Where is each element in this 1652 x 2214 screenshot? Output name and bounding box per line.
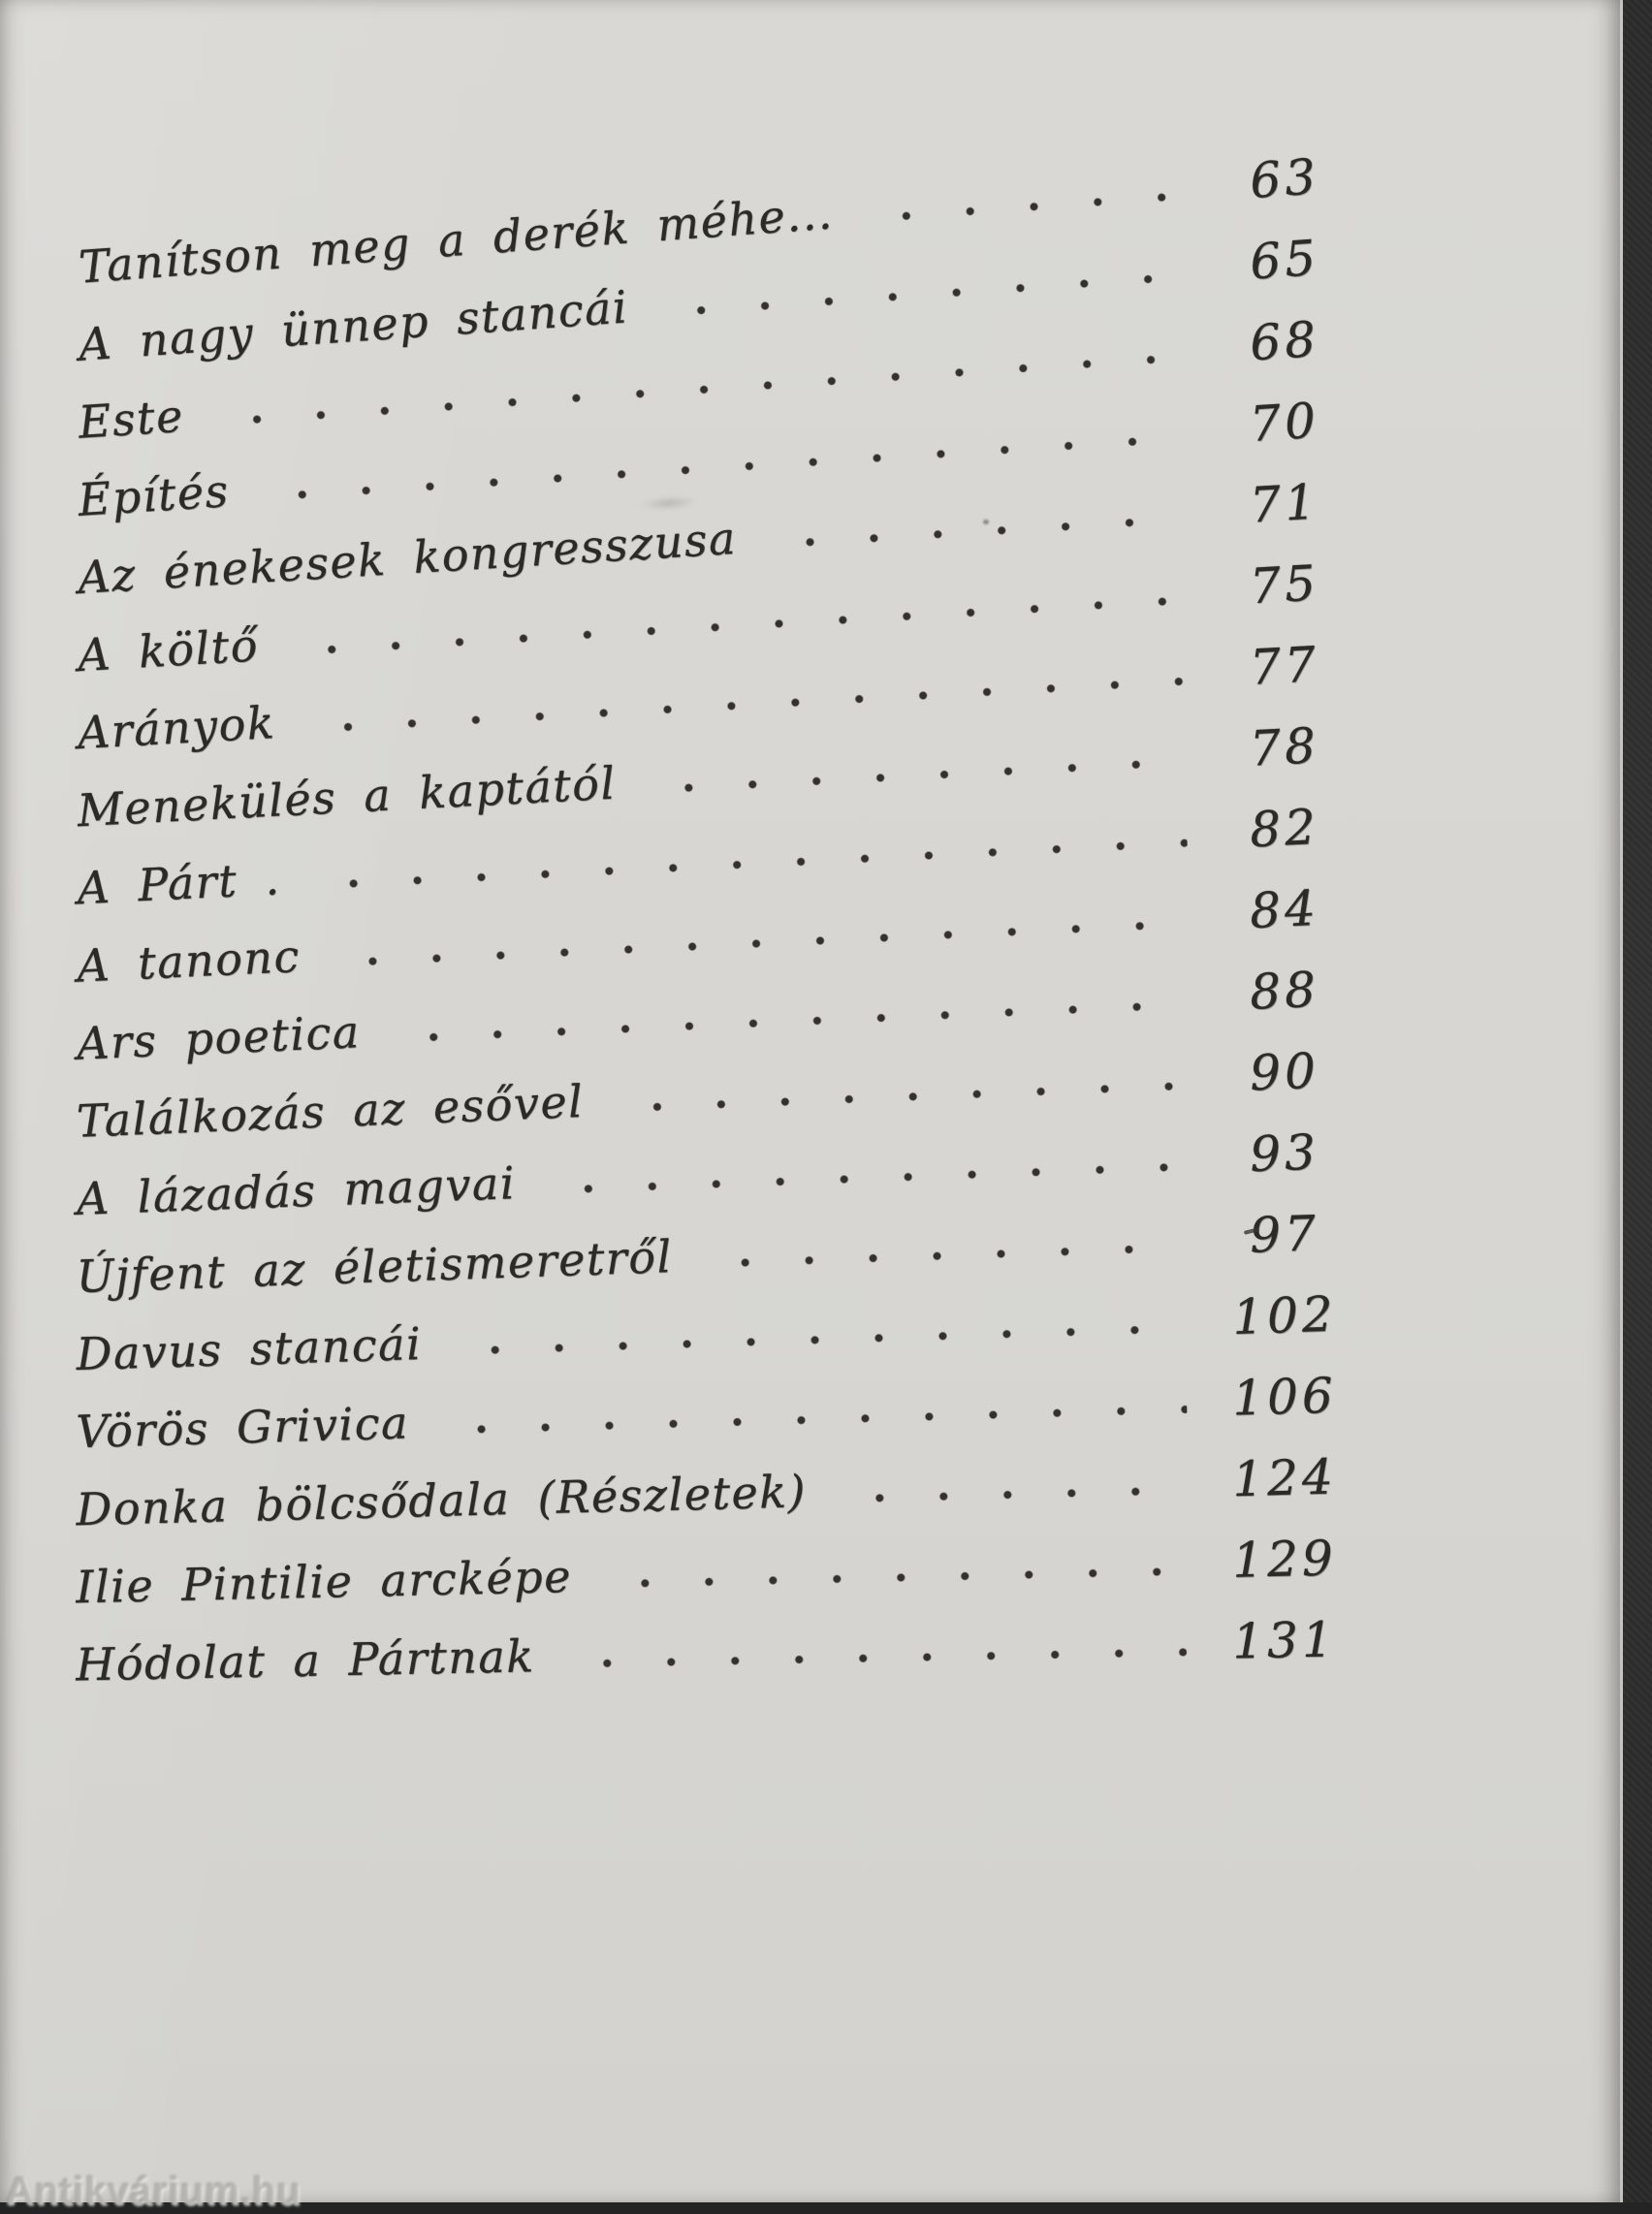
toc-entry-title: Menekülés a kaptától	[76, 756, 618, 838]
toc-row: Ilie Pintilie arcképe 129	[76, 1530, 1358, 1616]
toc-entry-page: 106	[1231, 1367, 1338, 1427]
dot-leader	[620, 1081, 1188, 1114]
toc-list: Tanítson meg a derék méhe... 63 A nagy ünn…	[76, 0, 1357, 2202]
toc-entry-page: 68	[1248, 310, 1321, 372]
toc-row: Davus stancái 102	[76, 1285, 1358, 1383]
toc-entry-page: 65	[1248, 229, 1321, 291]
dot-leader	[553, 1161, 1188, 1195]
book-edge-shadow	[1623, 0, 1652, 2202]
paper-speck	[983, 520, 989, 524]
toc-entry-title: Találkozás az esővel	[75, 1074, 586, 1148]
dot-leader	[709, 1242, 1188, 1269]
dot-leader	[459, 1323, 1188, 1356]
toc-entry-page: 82	[1248, 798, 1321, 859]
toc-entry-title: Építés	[76, 464, 232, 526]
dot-leader	[295, 595, 1189, 657]
toc-entry-title: Davus stancái	[75, 1316, 424, 1381]
dot-leader	[665, 271, 1189, 318]
toc-entry-title: A költő	[76, 618, 261, 682]
toc-entry-page: 97	[1249, 1205, 1320, 1264]
toc-entry-title: Hódolat a Pártnak	[75, 1629, 536, 1692]
toc-row: Vörös Grivica 106	[76, 1367, 1358, 1461]
toc-entry-title: A lázadás magvai	[75, 1156, 517, 1225]
toc-entry-page: 131	[1231, 1611, 1338, 1670]
dot-leader	[445, 1404, 1188, 1436]
toc-row: Hódolat a Pártnak 131	[76, 1611, 1358, 1693]
toc-entry-page: 71	[1248, 473, 1321, 534]
toc-entry-title: Vörös Grivica	[75, 1396, 410, 1459]
watermark: Antikvárium.hu	[6, 2170, 302, 2213]
toc-entry-page: 75	[1248, 554, 1321, 616]
dot-leader	[571, 1647, 1188, 1669]
dot-leader	[317, 838, 1188, 891]
dot-leader	[397, 999, 1188, 1044]
dot-leader	[652, 757, 1188, 795]
dot-leader	[843, 1485, 1188, 1504]
toc-entry-title: Este	[77, 389, 186, 449]
toc-entry-page: 70	[1248, 392, 1321, 453]
toc-entry-title: Az énekesek kongresszusa	[76, 511, 739, 604]
toc-row: Donka bölcsődala (Részletek) 124	[76, 1448, 1358, 1538]
toc-entry-title: A Párt .	[76, 852, 282, 915]
dot-leader	[312, 676, 1189, 734]
toc-entry-page: 93	[1249, 1123, 1320, 1184]
toc-entry-page: 84	[1248, 879, 1321, 940]
toc-entry-page: 102	[1231, 1285, 1338, 1345]
dot-leader	[870, 190, 1189, 224]
dot-leader	[773, 514, 1189, 550]
toc-entry-page: 78	[1248, 717, 1321, 777]
toc-entry-page: 129	[1231, 1530, 1338, 1589]
toc-entry-page: 63	[1248, 147, 1321, 209]
dot-leader	[336, 919, 1188, 968]
toc-entry-title: Újfent az életismeretről	[75, 1230, 674, 1303]
toc-entry-title: A nagy ünnep stancái	[77, 280, 630, 371]
toc-entry-title: Donka bölcsődala (Részletek)	[75, 1465, 808, 1536]
toc-entry-title: Arányok	[76, 696, 277, 760]
toc-entry-title: Ilie Pintilie arcképe	[75, 1549, 573, 1614]
toc-entry-page: 90	[1249, 1042, 1320, 1102]
toc-entry-page: 88	[1249, 961, 1321, 1021]
toc-entry-page: 124	[1231, 1448, 1338, 1508]
toc-entry-title: A tanonc	[76, 930, 302, 993]
toc-entry-page: 77	[1248, 636, 1321, 697]
toc-entry-title: Ars poetica	[76, 1005, 362, 1070]
dot-leader	[608, 1566, 1188, 1590]
